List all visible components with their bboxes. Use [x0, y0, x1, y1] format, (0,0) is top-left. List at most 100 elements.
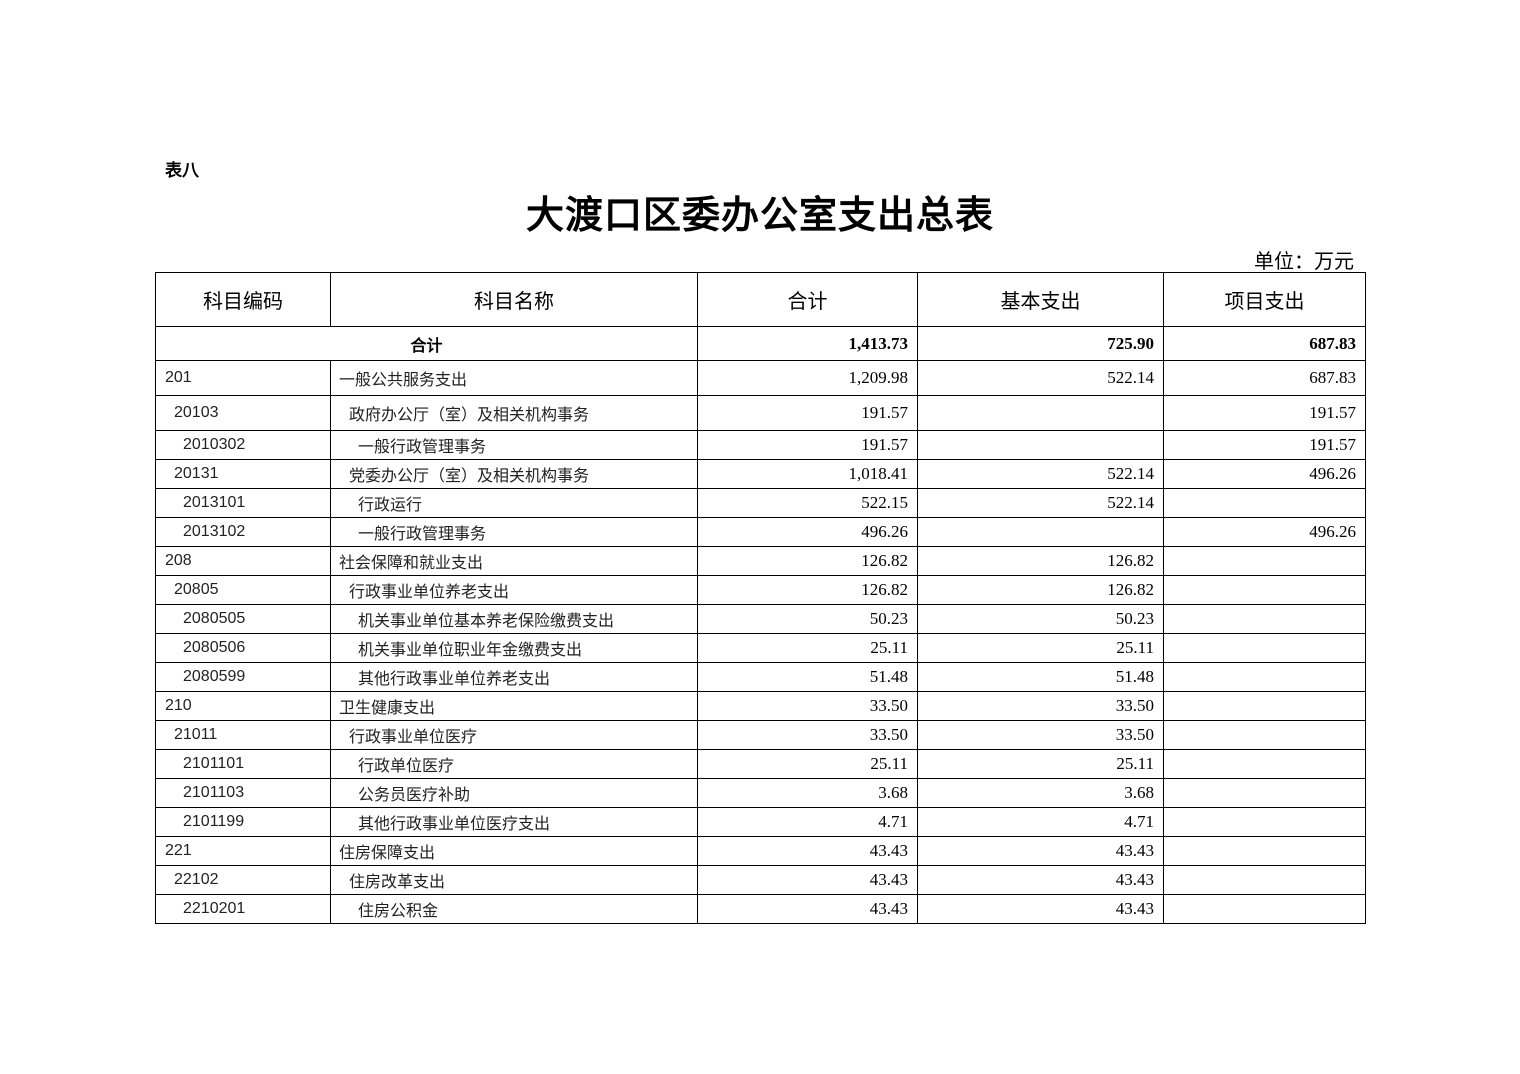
row-basic: 522.14 [917, 459, 1164, 489]
row-project: 191.57 [1163, 395, 1366, 431]
row-name: 其他行政事业单位医疗支出 [330, 807, 698, 837]
row-basic: 4.71 [917, 807, 1164, 837]
row-basic: 51.48 [917, 662, 1164, 692]
total-row: 合计 1,413.73 725.90 687.83 [155, 326, 1366, 361]
total-label: 合计 [155, 326, 698, 361]
row-total: 25.11 [697, 749, 918, 779]
expenditure-table: 科目编码 科目名称 合计 基本支出 项目支出 合计 1,413.73 725.9… [155, 272, 1366, 924]
row-code: 201 [155, 360, 331, 396]
row-basic: 50.23 [917, 604, 1164, 634]
total-total: 1,413.73 [697, 326, 918, 361]
row-name: 住房改革支出 [330, 865, 698, 895]
row-basic [917, 430, 1164, 460]
row-total: 496.26 [697, 517, 918, 547]
table-header-row: 科目编码 科目名称 合计 基本支出 项目支出 [155, 272, 1366, 327]
row-basic: 3.68 [917, 778, 1164, 808]
row-code: 20131 [155, 459, 331, 489]
row-code: 2101101 [155, 749, 331, 779]
row-basic [917, 395, 1164, 431]
column-header-code: 科目编码 [155, 272, 331, 327]
table-row: 2101199 其他行政事业单位医疗支出 4.71 4.71 [155, 807, 1366, 837]
row-code: 2010302 [155, 430, 331, 460]
total-basic: 725.90 [917, 326, 1164, 361]
row-name: 卫生健康支出 [330, 691, 698, 721]
row-code: 210 [155, 691, 331, 721]
row-basic: 25.11 [917, 633, 1164, 663]
row-code: 221 [155, 836, 331, 866]
row-code: 20103 [155, 395, 331, 431]
row-name: 一般行政管理事务 [330, 517, 698, 547]
row-basic: 25.11 [917, 749, 1164, 779]
row-project [1163, 662, 1366, 692]
row-project [1163, 865, 1366, 895]
row-total: 1,018.41 [697, 459, 918, 489]
table-row: 210 卫生健康支出 33.50 33.50 [155, 691, 1366, 721]
row-code: 2013102 [155, 517, 331, 547]
row-basic: 33.50 [917, 691, 1164, 721]
row-name: 一般行政管理事务 [330, 430, 698, 460]
row-name: 住房公积金 [330, 894, 698, 924]
row-project [1163, 604, 1366, 634]
row-total: 33.50 [697, 720, 918, 750]
row-name: 政府办公厅（室）及相关机构事务 [330, 395, 698, 431]
row-basic: 43.43 [917, 865, 1164, 895]
column-header-name: 科目名称 [330, 272, 698, 327]
row-name: 行政事业单位医疗 [330, 720, 698, 750]
row-project [1163, 836, 1366, 866]
row-total: 126.82 [697, 546, 918, 576]
table-row: 21011 行政事业单位医疗 33.50 33.50 [155, 720, 1366, 750]
row-project [1163, 894, 1366, 924]
row-total: 522.15 [697, 488, 918, 518]
total-project: 687.83 [1163, 326, 1366, 361]
row-total: 25.11 [697, 633, 918, 663]
row-project [1163, 807, 1366, 837]
row-project [1163, 778, 1366, 808]
table-row: 2080506 机关事业单位职业年金缴费支出 25.11 25.11 [155, 633, 1366, 663]
row-total: 191.57 [697, 395, 918, 431]
row-project: 687.83 [1163, 360, 1366, 396]
column-header-project: 项目支出 [1163, 272, 1366, 327]
row-basic: 43.43 [917, 894, 1164, 924]
table-row: 20805 行政事业单位养老支出 126.82 126.82 [155, 575, 1366, 605]
table-row: 2210201 住房公积金 43.43 43.43 [155, 894, 1366, 924]
table-row: 2010302 一般行政管理事务 191.57 191.57 [155, 430, 1366, 460]
row-code: 21011 [155, 720, 331, 750]
table-number-label: 表八 [165, 161, 199, 181]
row-name: 其他行政事业单位养老支出 [330, 662, 698, 692]
table-row: 2080599 其他行政事业单位养老支出 51.48 51.48 [155, 662, 1366, 692]
row-total: 50.23 [697, 604, 918, 634]
table-row: 2080505 机关事业单位基本养老保险缴费支出 50.23 50.23 [155, 604, 1366, 634]
row-project [1163, 720, 1366, 750]
row-name: 公务员医疗补助 [330, 778, 698, 808]
row-code: 22102 [155, 865, 331, 895]
column-header-basic: 基本支出 [917, 272, 1164, 327]
table-row: 2101103 公务员医疗补助 3.68 3.68 [155, 778, 1366, 808]
row-name: 行政单位医疗 [330, 749, 698, 779]
row-code: 2101199 [155, 807, 331, 837]
row-project [1163, 575, 1366, 605]
row-project [1163, 691, 1366, 721]
unit-label: 单位：万元 [1254, 249, 1354, 273]
row-project [1163, 488, 1366, 518]
table-row: 20103 政府办公厅（室）及相关机构事务 191.57 191.57 [155, 395, 1366, 431]
row-project: 191.57 [1163, 430, 1366, 460]
row-total: 51.48 [697, 662, 918, 692]
row-total: 3.68 [697, 778, 918, 808]
row-code: 2210201 [155, 894, 331, 924]
table-row: 2101101 行政单位医疗 25.11 25.11 [155, 749, 1366, 779]
table-row: 2013102 一般行政管理事务 496.26 496.26 [155, 517, 1366, 547]
row-total: 4.71 [697, 807, 918, 837]
table-row: 20131 党委办公厅（室）及相关机构事务 1,018.41 522.14 496.26 [155, 459, 1366, 489]
table-row: 22102 住房改革支出 43.43 43.43 [155, 865, 1366, 895]
row-code: 2080599 [155, 662, 331, 692]
row-total: 191.57 [697, 430, 918, 460]
row-total: 43.43 [697, 865, 918, 895]
row-basic: 126.82 [917, 575, 1164, 605]
row-total: 33.50 [697, 691, 918, 721]
row-code: 208 [155, 546, 331, 576]
row-project [1163, 633, 1366, 663]
column-header-total: 合计 [697, 272, 918, 327]
table-row: 201 一般公共服务支出 1,209.98 522.14 687.83 [155, 360, 1366, 396]
row-name: 社会保障和就业支出 [330, 546, 698, 576]
page-title: 大渡口区委办公室支出总表 [525, 192, 994, 237]
